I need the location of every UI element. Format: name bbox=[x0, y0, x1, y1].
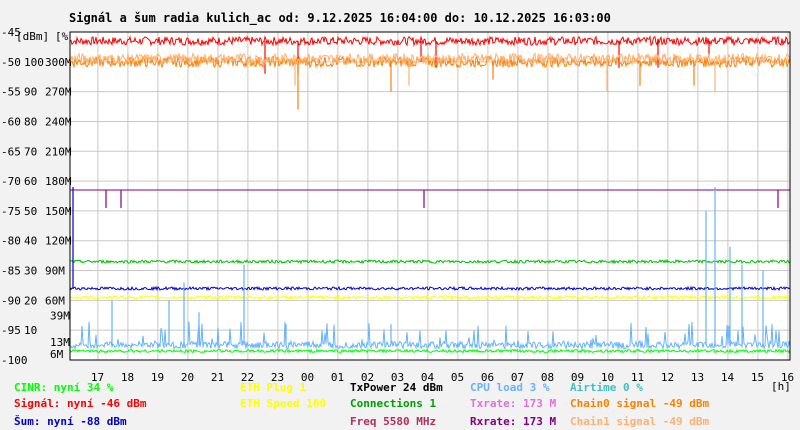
x-tick: 21 bbox=[211, 371, 224, 384]
y-tick-dbm: -55 bbox=[1, 86, 21, 99]
x-tick: 16 bbox=[781, 371, 794, 384]
x-tick: 07 bbox=[511, 371, 524, 384]
x-tick: 12 bbox=[661, 371, 674, 384]
y-tick-dbm: -45 bbox=[1, 26, 21, 39]
x-tick: 02 bbox=[361, 371, 374, 384]
legend-item: CPU load 3 % bbox=[470, 381, 550, 394]
x-tick: 03 bbox=[391, 371, 404, 384]
series-line bbox=[69, 321, 791, 351]
y-tick-rate: 180M bbox=[45, 175, 72, 188]
y-tick-rate: 270M bbox=[45, 86, 72, 99]
grid bbox=[70, 31, 790, 361]
series-layer bbox=[69, 35, 791, 354]
y-tick-percent: 100 bbox=[24, 56, 44, 69]
plot-background bbox=[70, 32, 790, 360]
legend-item: Txrate: 173 M bbox=[470, 397, 556, 410]
x-tick: 14 bbox=[721, 371, 735, 384]
y-tick-dbm: -60 bbox=[1, 115, 21, 128]
legend: CINR: nyní 34 % Signál: nyní -46 dBm Šum: … bbox=[14, 381, 709, 428]
y-tick-dbm: -95 bbox=[1, 324, 21, 337]
y-tick-rate-low: 39M bbox=[50, 309, 70, 322]
x-tick: 04 bbox=[421, 371, 435, 384]
series-line bbox=[69, 285, 791, 292]
x-tick: 23 bbox=[271, 371, 284, 384]
legend-item: Chain1 signal -49 dBm bbox=[570, 415, 709, 428]
y-tick-dbm: -85 bbox=[1, 265, 21, 278]
legend-item: Rxrate: 173 M bbox=[470, 415, 556, 428]
unit-dbm-label: [dBm] bbox=[16, 30, 49, 43]
axis-ticks: -45-50-55-60-65-70-75-80-85-90-95-100100… bbox=[1, 26, 794, 384]
x-unit-label: [h] bbox=[771, 380, 791, 393]
y-tick-rate: 300M bbox=[45, 56, 72, 69]
y-tick-dbm: -70 bbox=[1, 175, 21, 188]
x-tick: 22 bbox=[241, 371, 254, 384]
y-tick-percent: 10 bbox=[24, 324, 37, 337]
y-tick-percent: 50 bbox=[24, 205, 37, 218]
x-tick: 13 bbox=[691, 371, 704, 384]
y-tick-percent: 60 bbox=[24, 175, 37, 188]
series-line bbox=[69, 348, 791, 354]
x-tick: 17 bbox=[91, 371, 104, 384]
x-tick: 19 bbox=[151, 371, 164, 384]
x-tick: 05 bbox=[451, 371, 464, 384]
x-tick: 10 bbox=[601, 371, 614, 384]
x-tick: 15 bbox=[751, 371, 764, 384]
legend-item: Chain0 signal -49 dBm bbox=[570, 397, 709, 410]
y-tick-rate-low: 6M bbox=[50, 348, 64, 361]
y-tick-percent: 70 bbox=[24, 145, 37, 158]
x-tick: 01 bbox=[331, 371, 344, 384]
legend-item: Airtime 0 % bbox=[570, 381, 643, 394]
series-line bbox=[69, 258, 791, 265]
y-tick-rate: 90M bbox=[45, 265, 65, 278]
y-tick-rate: 60M bbox=[45, 294, 65, 307]
legend-item: Šum: nyní -88 dBm bbox=[14, 415, 127, 428]
plot-frame bbox=[69, 31, 791, 361]
chart-title: Signál a šum radia kulich_ac od: 9.12.20… bbox=[69, 11, 611, 26]
legend-item: TxPower 24 dBm bbox=[350, 381, 443, 394]
legend-item: Signál: nyní -46 dBm bbox=[14, 397, 147, 410]
y-tick-dbm: -50 bbox=[1, 56, 21, 69]
y-tick-percent: 30 bbox=[24, 265, 37, 278]
y-tick-percent: 20 bbox=[24, 294, 37, 307]
y-tick-rate: 210M bbox=[45, 145, 72, 158]
x-tick: 20 bbox=[181, 371, 194, 384]
series-line bbox=[69, 51, 791, 66]
y-tick-rate: 150M bbox=[45, 205, 72, 218]
y-tick-rate: 120M bbox=[45, 235, 72, 248]
legend-item: CINR: nyní 34 % bbox=[14, 381, 114, 394]
y-tick-dbm: -90 bbox=[1, 294, 21, 307]
y-tick-percent: 80 bbox=[24, 115, 37, 128]
x-tick: 00 bbox=[301, 371, 314, 384]
y-tick-dbm: -100 bbox=[1, 354, 28, 367]
y-tick-dbm: -75 bbox=[1, 205, 21, 218]
x-tick: 18 bbox=[121, 371, 134, 384]
x-tick: 06 bbox=[481, 371, 494, 384]
series-line bbox=[69, 35, 791, 47]
y-tick-percent: 40 bbox=[24, 235, 37, 248]
legend-item: ETH Plug 1 bbox=[240, 381, 307, 394]
series-line bbox=[69, 294, 791, 301]
series-line bbox=[69, 54, 791, 69]
y-tick-rate: 240M bbox=[45, 115, 72, 128]
legend-item: Connections 1 bbox=[350, 397, 436, 410]
y-tick-dbm: -80 bbox=[1, 235, 21, 248]
x-tick: 08 bbox=[541, 371, 554, 384]
legend-item: Freq 5580 MHz bbox=[350, 415, 436, 428]
x-tick: 09 bbox=[571, 371, 584, 384]
x-tick: 11 bbox=[631, 371, 644, 384]
legend-item: ETH Speed 100 bbox=[240, 397, 326, 410]
y-tick-percent: 90 bbox=[24, 86, 37, 99]
y-tick-dbm: -65 bbox=[1, 145, 21, 158]
y-tick-rate-low: 13M bbox=[50, 336, 70, 349]
